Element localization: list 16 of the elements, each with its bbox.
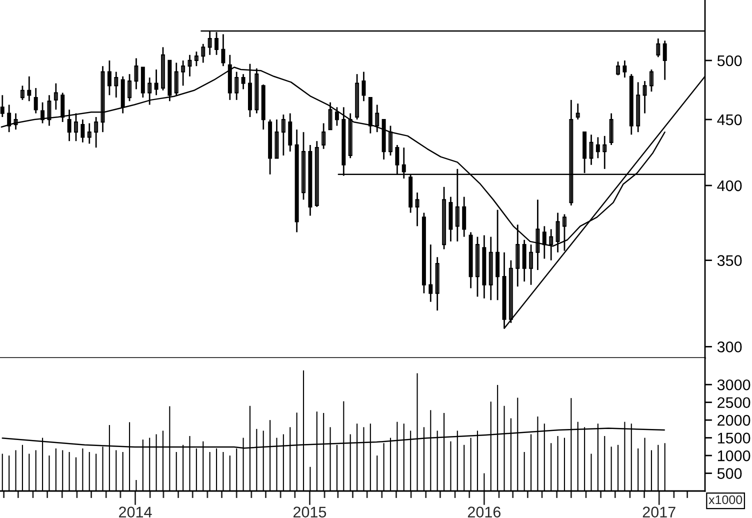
x-tick-label: 2017: [642, 506, 676, 518]
y-tick-label: 500: [717, 55, 742, 66]
y-tick-label: 2000: [718, 414, 750, 426]
y-tick-label: 300: [717, 342, 742, 352]
y-tick-label: 400: [717, 180, 742, 192]
y-tick-label: 500: [717, 468, 742, 479]
y-tick-label: 1500: [718, 432, 750, 444]
y-tick-label: 1000: [718, 450, 750, 462]
y-tick-label: 350: [717, 255, 742, 266]
y-tick-label: 2500: [718, 397, 750, 408]
y-tick-label: 3000: [717, 379, 750, 390]
y-axis-title: x1000: [708, 495, 742, 504]
x-tick-label: 2015: [294, 506, 326, 518]
x-tick-label: 2016: [468, 506, 501, 518]
y-tick-label: 450: [717, 114, 742, 126]
x-tick-label: 2014: [119, 506, 152, 518]
